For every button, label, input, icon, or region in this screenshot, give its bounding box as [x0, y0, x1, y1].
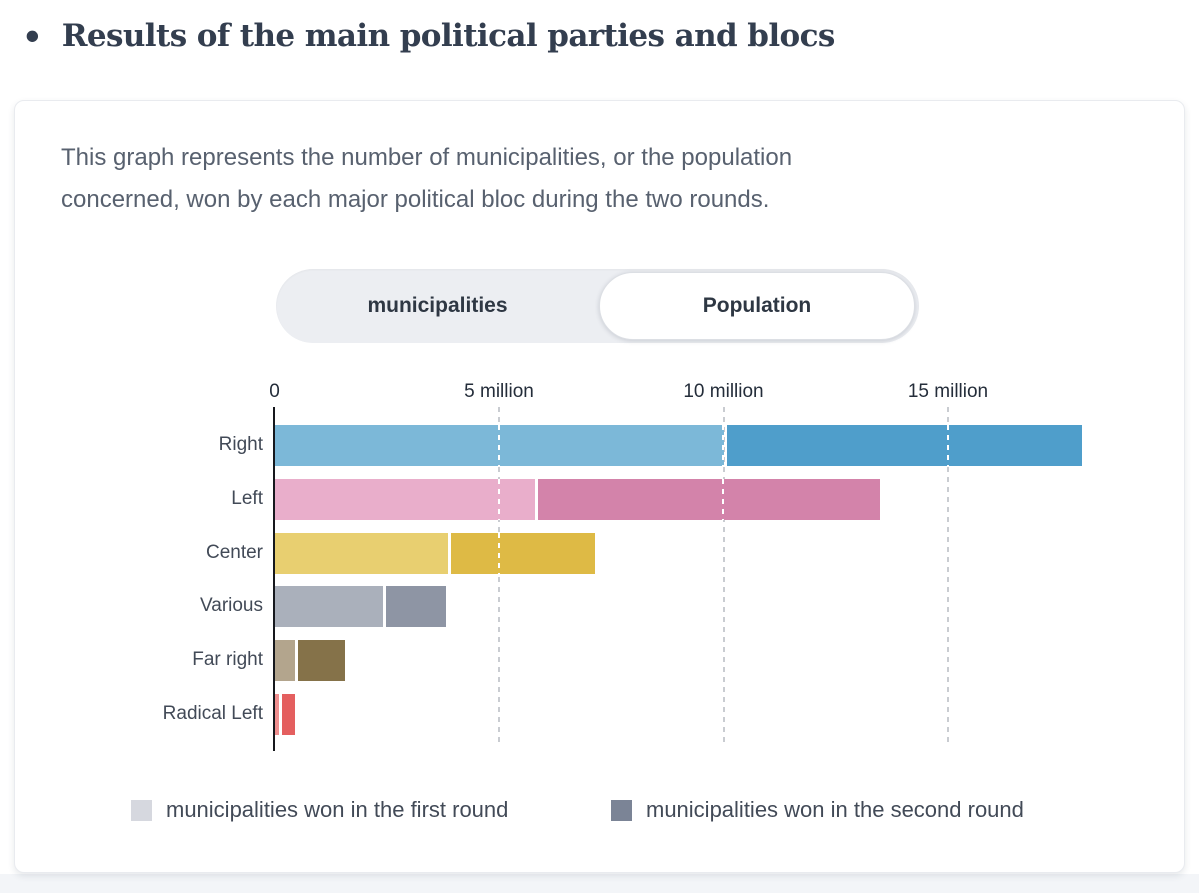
- chart-description-line-1: This graph represents the number of muni…: [61, 144, 793, 171]
- gridline-overlay: [497, 425, 500, 466]
- gridline-overlay: [946, 425, 949, 466]
- category-label-far-right: Far right: [192, 649, 263, 670]
- category-label-radical-left: Radical Left: [162, 703, 263, 724]
- bar-row-radical-left: [275, 694, 295, 735]
- gridline: [722, 407, 725, 747]
- bar-segment-second-round-radical-left[interactable]: [282, 694, 295, 735]
- toggle-option-population[interactable]: Population: [599, 272, 915, 340]
- legend-item-second-round: municipalities won in the second round: [611, 797, 1024, 823]
- page-title: Results of the main political parties an…: [61, 18, 836, 54]
- x-axis-tick-label: 15 million: [907, 381, 989, 402]
- bar-segment-first-round-radical-left[interactable]: [275, 694, 280, 735]
- category-label-left: Left: [231, 488, 263, 509]
- legend-item-first-round: municipalities won in the first round: [131, 797, 508, 823]
- chart-card: This graph represents the number of muni…: [14, 100, 1185, 873]
- bar-row-center: [275, 533, 595, 574]
- gridline: [498, 407, 500, 747]
- view-toggle[interactable]: municipalities Population: [276, 269, 919, 343]
- x-axis-tick-label: 0: [269, 381, 280, 402]
- gridline: [947, 407, 949, 747]
- toggle-option-municipalities[interactable]: municipalities: [276, 269, 599, 343]
- category-label-center: Center: [205, 542, 263, 563]
- bar-segment-second-round-right[interactable]: [727, 425, 1082, 466]
- gridline-overlay: [722, 479, 724, 520]
- bar-row-far-right: [275, 640, 346, 681]
- bar-segment-second-round-left[interactable]: [538, 479, 880, 520]
- gridline-overlay: [497, 479, 500, 520]
- legend-label-second-round: municipalities won in the second round: [646, 797, 1024, 822]
- legend-swatch-first-round: [131, 799, 152, 821]
- gridline-overlay: [497, 533, 500, 574]
- legend-swatch-second-round: [611, 799, 632, 821]
- x-axis-tick-label: 5 million: [464, 381, 534, 402]
- bar-segment-second-round-various[interactable]: [385, 586, 447, 627]
- x-axis-tick-label: 10 million: [683, 381, 764, 402]
- bar-segment-second-round-far-right[interactable]: [298, 640, 346, 681]
- bar-segment-first-round-left[interactable]: [275, 479, 536, 520]
- bar-segment-first-round-right[interactable]: [275, 425, 724, 466]
- bar-row-left: [275, 479, 880, 520]
- section-header: • Results of the main political parties …: [25, 12, 835, 60]
- bar-row-various: [275, 586, 447, 627]
- legend-label-first-round: municipalities won in the first round: [166, 797, 509, 822]
- bar-segment-second-round-center[interactable]: [450, 533, 595, 574]
- bar-segment-first-round-various[interactable]: [275, 586, 383, 627]
- bar-row-right: [275, 425, 1082, 466]
- gridline-overlay: [722, 425, 724, 466]
- y-axis-line: [273, 407, 275, 751]
- page-background-strip: [0, 874, 1199, 893]
- chart-description: This graph represents the number of muni…: [61, 137, 1031, 221]
- chart-description-line-2: concerned, won by each major political b…: [61, 186, 770, 213]
- list-bullet: •: [25, 12, 40, 59]
- bar-segment-first-round-far-right[interactable]: [275, 640, 296, 681]
- category-label-right: Right: [218, 434, 263, 455]
- bar-chart: 0 5 million 10 million 15 million Right Left C…: [15, 379, 1184, 751]
- category-label-various: Various: [199, 595, 263, 616]
- bar-segment-first-round-center[interactable]: [275, 533, 448, 574]
